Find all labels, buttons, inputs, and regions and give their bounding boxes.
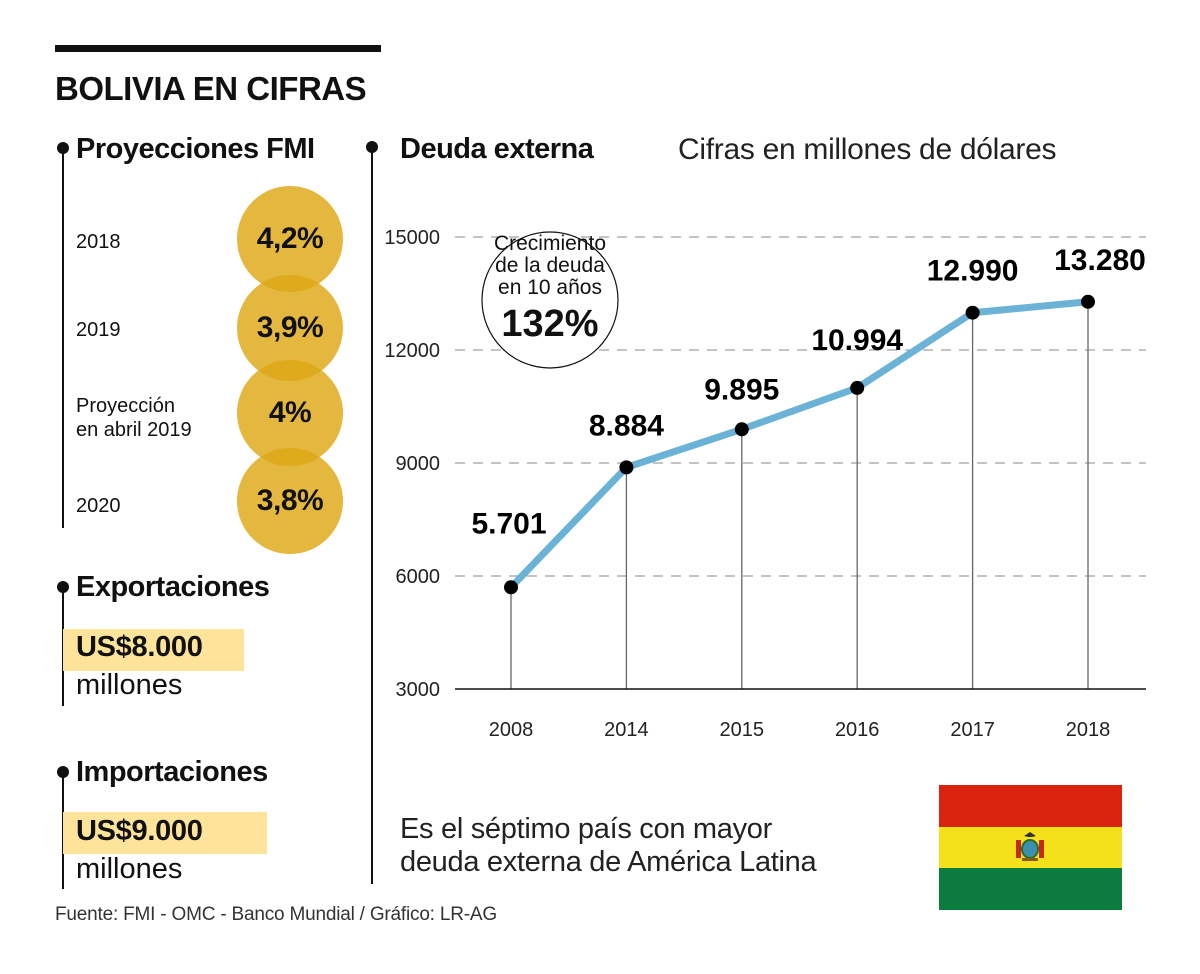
source-credit: Fuente: FMI - OMC - Banco Mundial / Gráf… bbox=[55, 904, 497, 925]
projection-label-2020: 2020 bbox=[76, 495, 121, 517]
data-point bbox=[850, 380, 865, 395]
x-tick-label: 2018 bbox=[1066, 719, 1111, 741]
x-tick-label: 2014 bbox=[604, 719, 649, 741]
projection-label-2018: 2018 bbox=[76, 231, 121, 253]
x-tick-label: 2016 bbox=[835, 719, 880, 741]
section-bullet bbox=[57, 766, 69, 778]
projection-value: 4,2% bbox=[256, 222, 324, 255]
y-axis-ticks: 3000 6000 9000 12000 15000 bbox=[384, 227, 440, 701]
debt-subtitle: Cifras en millones de dólares bbox=[678, 133, 1057, 166]
bolivia-flag bbox=[939, 785, 1122, 910]
data-point bbox=[504, 580, 518, 595]
projection-circle-2020: 3,8% bbox=[237, 448, 343, 554]
title-rule bbox=[55, 45, 381, 52]
projection-label-line: en abril 2019 bbox=[76, 419, 192, 441]
exports-title: Exportaciones bbox=[76, 571, 270, 603]
series-line bbox=[507, 298, 1092, 591]
imports-amount: US$9.000 bbox=[76, 815, 203, 847]
y-tick-label: 3000 bbox=[396, 679, 441, 701]
projections-title: Proyecciones FMI bbox=[76, 133, 315, 165]
flag-stripe-yellow bbox=[939, 826, 1122, 869]
note-line: Es el séptimo país con mayor bbox=[400, 813, 772, 845]
note-line: deuda externa de América Latina bbox=[400, 846, 817, 878]
page-title: BOLIVIA EN CIFRAS bbox=[55, 70, 367, 107]
section-bullet bbox=[366, 141, 378, 153]
data-point bbox=[619, 460, 634, 475]
exports-highlight bbox=[63, 629, 244, 671]
y-tick-label: 6000 bbox=[396, 566, 441, 588]
debt-note: Es el séptimo país con mayor deuda exter… bbox=[400, 813, 817, 879]
data-label: 12.990 bbox=[927, 255, 1019, 288]
callout-line: en 10 años bbox=[498, 276, 602, 299]
stem-layer bbox=[510, 301, 1089, 689]
x-axis-ticks: 2008 2014 2015 2016 2017 2018 bbox=[489, 719, 1111, 741]
data-label: 10.994 bbox=[811, 324, 903, 357]
growth-callout: Crecimiento de la deuda en 10 años 132% bbox=[481, 231, 619, 369]
projection-value: 3,9% bbox=[256, 311, 324, 344]
y-tick-label: 15000 bbox=[384, 227, 440, 249]
callout-value: 132% bbox=[501, 303, 598, 345]
imports-highlight bbox=[63, 812, 267, 854]
projection-value: 3,8% bbox=[256, 484, 324, 517]
flag-stripe-red bbox=[939, 785, 1122, 827]
exports-unit: millones bbox=[76, 669, 183, 701]
projection-label-april-2019: Proyección en abril 2019 bbox=[76, 394, 192, 442]
section-bullet bbox=[57, 581, 69, 593]
section-line bbox=[62, 774, 64, 889]
x-tick-label: 2015 bbox=[720, 719, 765, 741]
data-point bbox=[734, 422, 749, 437]
data-label-layer: 5.701 8.884 9.895 10.994 12.990 13.280 bbox=[471, 244, 1145, 540]
callout-line: de la deuda bbox=[495, 254, 605, 277]
projection-value: 4% bbox=[268, 396, 312, 429]
section-line bbox=[62, 589, 64, 706]
callout-circle bbox=[481, 231, 619, 369]
section-line bbox=[62, 150, 64, 528]
data-label: 5.701 bbox=[471, 507, 546, 540]
point-layer bbox=[504, 294, 1095, 595]
projection-label-2019: 2019 bbox=[76, 319, 121, 341]
projection-label-line: Proyección bbox=[76, 395, 175, 417]
data-point bbox=[1081, 294, 1095, 309]
projection-circle-2018: 4,2% bbox=[237, 186, 343, 292]
y-tick-label: 9000 bbox=[396, 453, 441, 475]
flag-stripe-green bbox=[939, 868, 1122, 910]
data-label: 13.280 bbox=[1054, 244, 1146, 277]
section-bullet bbox=[57, 142, 69, 154]
coat-of-arms-icon bbox=[1016, 831, 1044, 861]
callout-line: Crecimiento bbox=[494, 232, 606, 255]
data-point bbox=[965, 305, 980, 320]
imports-unit: millones bbox=[76, 853, 183, 885]
debt-title: Deuda externa bbox=[400, 133, 594, 165]
data-label: 9.895 bbox=[704, 373, 779, 406]
section-line bbox=[371, 149, 373, 884]
x-tick-label: 2017 bbox=[950, 719, 995, 741]
y-tick-label: 12000 bbox=[384, 340, 440, 362]
data-label: 8.884 bbox=[589, 409, 664, 442]
exports-amount: US$8.000 bbox=[76, 631, 203, 663]
x-tick-label: 2008 bbox=[489, 719, 534, 741]
imports-title: Importaciones bbox=[76, 756, 268, 788]
